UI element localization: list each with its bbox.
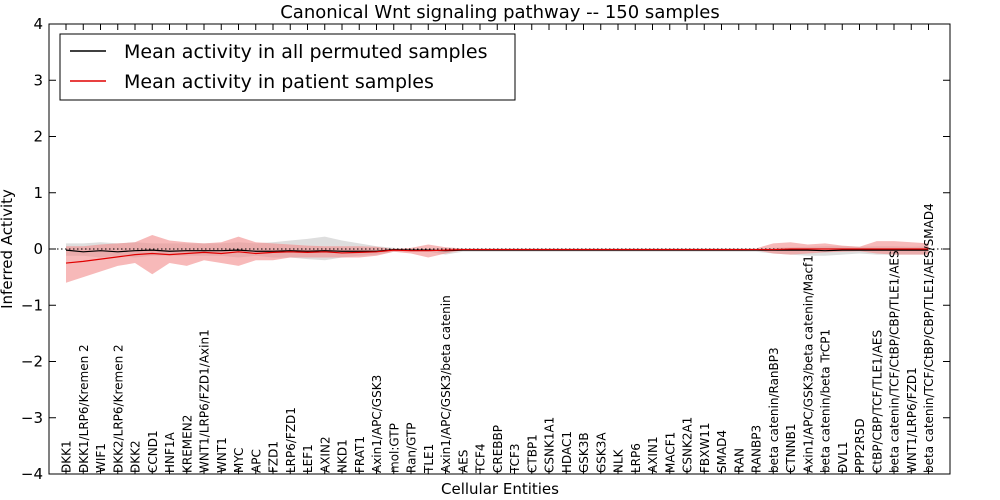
legend-label-permuted: Mean activity in all permuted samples xyxy=(124,41,487,63)
x-tick-label: APC xyxy=(249,449,263,473)
y-tick-label: −4 xyxy=(21,465,43,483)
x-tick-label: WNT1/LRP6/FZD1 xyxy=(905,367,919,473)
band-patient xyxy=(66,234,929,283)
x-tick-label: TCF4 xyxy=(474,443,488,474)
x-tick-label: HNF1A xyxy=(163,431,177,473)
x-tick-label: FRAT1 xyxy=(353,436,367,473)
y-tick-label: 2 xyxy=(33,128,43,146)
x-tick-label: RAN xyxy=(732,448,746,473)
x-tick-label: DKK2/LRP6/Kremen 2 xyxy=(111,344,125,473)
x-tick-label: Ran/GTP xyxy=(405,422,419,473)
series-lines xyxy=(65,248,929,264)
legend-box xyxy=(59,33,516,101)
y-tick-label: 0 xyxy=(33,240,43,258)
x-tick-label: NKD1 xyxy=(336,439,350,473)
y-tick-label: 4 xyxy=(33,15,43,33)
y-tick-label: −1 xyxy=(21,296,43,314)
x-tick-label: mol:GTP xyxy=(387,423,401,473)
x-tick-label: WNT1 xyxy=(215,437,229,473)
x-tick-label: LRP6 xyxy=(629,443,643,473)
y-axis-label: Inferred Activity xyxy=(0,189,16,309)
x-tick-label: beta catenin/TCF/CtBP/CBP/TLE1/AES xyxy=(888,250,902,473)
x-tick-label: DVL1 xyxy=(836,441,850,473)
x-tick-label: WIF1 xyxy=(94,443,108,473)
x-tick-label: CSNK1A1 xyxy=(543,417,557,473)
x-tick-label: GSK3A xyxy=(594,432,608,473)
y-tick-label: −3 xyxy=(21,409,43,427)
y-axis-ticks: −4 −3 −2 −1 0 1 2 3 4 xyxy=(21,15,950,483)
x-tick-label: WNT1/LRP6/FZD1/Axin1 xyxy=(198,329,212,473)
x-tick-label: HDAC1 xyxy=(560,431,574,473)
legend-label-patient: Mean activity in patient samples xyxy=(124,71,434,93)
x-tick-label: DKK1 xyxy=(60,440,74,473)
y-tick-label: 1 xyxy=(33,184,43,202)
x-tick-label: TCF3 xyxy=(508,443,522,474)
confidence-bands xyxy=(66,234,929,283)
x-tick-label: LEF1 xyxy=(301,444,315,473)
x-tick-label: beta catenin/TCF/CtBP/CBP/TLE1/AES/SMAD4 xyxy=(922,203,936,473)
chart-title: Canonical Wnt signaling pathway -- 150 s… xyxy=(280,2,720,23)
x-tick-label: CtBP/CBP/TCF/TLE1/AES xyxy=(870,330,884,473)
x-tick-label: CTNNB1 xyxy=(784,423,798,473)
x-tick-label: FZD1 xyxy=(267,441,281,473)
x-axis-label: Cellular Entities xyxy=(441,480,559,498)
x-tick-label: Axin1/APC/GSK3/beta catenin xyxy=(439,295,453,473)
x-tick-label: AXIN2 xyxy=(318,436,332,473)
x-tick-label: DKK2 xyxy=(129,440,143,473)
x-tick-label: SMAD4 xyxy=(715,430,729,473)
x-tick-label: beta catenin/beta TrCP1 xyxy=(819,329,833,473)
x-tick-label: MYC xyxy=(232,448,246,473)
legend: Mean activity in all permuted samples Me… xyxy=(59,33,516,101)
x-tick-label: NLK xyxy=(612,448,626,473)
x-tick-label: CCND1 xyxy=(146,430,160,473)
x-tick-label: AXIN1 xyxy=(646,436,660,473)
x-tick-label: LRP6/FZD1 xyxy=(284,407,298,473)
x-tick-label: GSK3B xyxy=(577,432,591,473)
x-tick-label: KREMEN2 xyxy=(180,415,194,473)
x-tick-label: DKK1/LRP6/Kremen 2 xyxy=(77,344,91,473)
x-tick-label: AES xyxy=(456,450,470,473)
x-axis-ticks: DKK1 DKK1/LRP6/Kremen 2 WIF1 DKK2/LRP6/Krem… xyxy=(60,24,936,474)
x-tick-label: PPP2R5D xyxy=(853,418,867,473)
x-tick-label: Axin1/APC/GSK3/beta catenin/Macf1 xyxy=(801,255,815,473)
x-tick-label: Axin1/APC/GSK3 xyxy=(370,375,384,473)
x-tick-label: MACF1 xyxy=(663,432,677,473)
x-tick-label: beta catenin/RanBP3 xyxy=(767,347,781,473)
y-tick-label: 3 xyxy=(33,71,43,89)
y-tick-label: −2 xyxy=(21,353,43,371)
x-tick-label: CREBBP xyxy=(491,425,505,473)
x-tick-label: FBXW11 xyxy=(698,423,712,474)
x-tick-label: RANBP3 xyxy=(750,425,764,473)
plot-frame xyxy=(48,23,951,475)
line-patient xyxy=(65,248,929,264)
x-tick-label: TLE1 xyxy=(422,444,436,474)
x-tick-label: CSNK2A1 xyxy=(681,417,695,473)
x-tick-label: CTBP1 xyxy=(525,434,539,473)
